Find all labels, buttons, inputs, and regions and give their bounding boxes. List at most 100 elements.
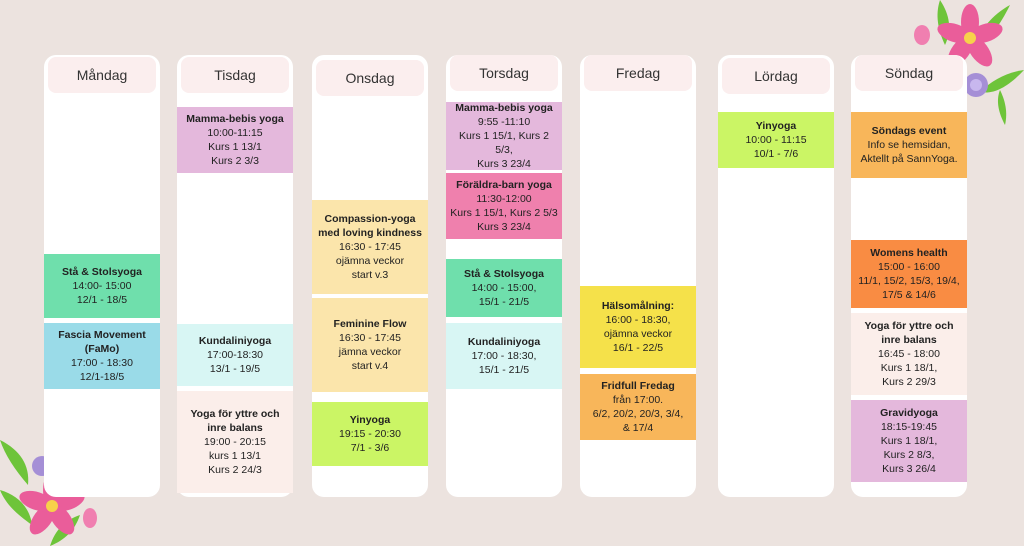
event-detail: Kurs 2 3/3	[211, 155, 259, 167]
event-detail: Kurs 1 18/1,	[880, 435, 938, 447]
event-detail: Kurs 1 18/1,	[880, 362, 938, 374]
event-title: Mamma-bebis yoga	[186, 113, 284, 125]
event-title: Mamma-bebis yoga	[455, 102, 553, 114]
event-detail: Kurs 3 23/4	[477, 221, 531, 233]
event-title: Yinyoga	[755, 120, 797, 132]
day-header: Lördag	[722, 58, 830, 94]
event-title: Kundaliniyoga	[198, 335, 272, 347]
event-detail: 16:45 - 18:00	[878, 348, 940, 360]
event-detail: ojämna veckor	[603, 328, 673, 340]
event-detail: Aktellt på SannYoga.	[860, 153, 958, 165]
class-event[interactable]: Söndags event Info se hemsidan, Aktellt på…	[851, 112, 967, 178]
event-title: (FaMo)	[84, 343, 120, 355]
event-title: Kundaliniyoga	[467, 336, 541, 348]
event-detail: 17:00-18:30	[206, 349, 264, 361]
event-detail: 17:00 - 18:30	[71, 357, 133, 369]
event-title: Stå & Stolsyoga	[62, 266, 142, 278]
event-detail: Kurs 1 15/1, Kurs 2 5/3	[450, 207, 558, 219]
event-detail: 13/1 - 19/5	[209, 363, 261, 375]
event-detail: 19:15 - 20:30	[339, 428, 401, 440]
event-detail: 16:30 - 17:45	[339, 332, 401, 344]
class-event[interactable]: Yoga för yttre och inre balans 16:45 - 18:…	[851, 313, 967, 395]
event-detail: 6/2, 20/2, 20/3, 3/4,	[592, 408, 684, 420]
day-column-2: Onsdag Compassion-yoga med loving kindness…	[312, 55, 428, 497]
event-detail: ojämna veckor	[335, 255, 405, 267]
event-detail: 11/1, 15/2, 15/3, 19/4,	[858, 275, 960, 287]
event-title: Yinyoga	[349, 414, 391, 426]
class-event[interactable]: Kundaliniyoga 17:00-18:30 13/1 - 19/5	[177, 324, 293, 386]
event-detail: Kurs 3 23/4	[477, 158, 531, 170]
class-event[interactable]: Yinyoga 19:15 - 20:30 7/1 - 3/6	[312, 402, 428, 466]
event-title: med loving kindness	[318, 227, 422, 239]
event-detail: 16/1 - 22/5	[612, 342, 664, 354]
event-detail: start v.4	[351, 360, 389, 372]
class-event[interactable]: Mamma-bebis yoga 9:55 -11:10 Kurs 1 15/1, …	[446, 102, 562, 170]
day-header: Måndag	[48, 57, 156, 93]
event-detail: 17:00 - 18:30,	[471, 350, 537, 362]
class-event[interactable]: Hälsomålning: 16:00 - 18:30, ojämna veckor…	[580, 286, 696, 368]
event-detail: från 17:00.	[612, 394, 664, 406]
class-event[interactable]: Yinyoga 10:00 - 11:15 10/1 - 7/6	[718, 112, 834, 168]
event-detail: 14:00 - 15:00,	[471, 282, 537, 294]
event-detail: 10/1 - 7/6	[753, 148, 799, 160]
day-header: Onsdag	[316, 60, 424, 96]
event-title: Compassion-yoga	[324, 213, 416, 225]
event-title: Gravidyoga	[880, 407, 938, 419]
event-detail: & 17/4	[622, 422, 654, 434]
event-title: Stå & Stolsyoga	[464, 268, 544, 280]
event-detail: kurs 1 13/1	[209, 450, 261, 462]
flower-decoration-top-right	[914, 0, 1024, 125]
event-detail: Kurs 1 13/1	[208, 141, 262, 153]
day-column-5: Lördag Yinyoga 10:00 - 11:15 10/1 - 7/6	[718, 55, 834, 497]
day-header: Fredag	[584, 55, 692, 91]
day-column-0: Måndag Stå & Stolsyoga 14:00- 15:00 12/1 - …	[44, 55, 160, 497]
day-header: Torsdag	[450, 55, 558, 91]
class-event[interactable]: Yoga för yttre och inre balans 19:00 - 20:…	[177, 391, 293, 493]
class-event[interactable]: Fridfull Fredag från 17:00. 6/2, 20/2, 20/…	[580, 374, 696, 440]
event-detail: 9:55 -11:10	[477, 116, 531, 128]
class-event[interactable]: Stå & Stolsyoga 14:00- 15:00 12/1 - 18/5	[44, 254, 160, 318]
class-event[interactable]: Föräldra-barn yoga 11:30-12:00 Kurs 1 15/1…	[446, 173, 562, 239]
class-event[interactable]: Mamma-bebis yoga 10:00-11:15 Kurs 1 13/1 Ku…	[177, 107, 293, 173]
event-detail: 15:00 - 16:00	[878, 261, 940, 273]
event-detail: 10:00 - 11:15	[745, 134, 807, 146]
event-detail: 12/1-18/5	[79, 371, 125, 383]
event-title: Fridfull Fredag	[601, 380, 675, 392]
event-detail: Kurs 3 26/4	[882, 463, 936, 475]
event-title: Feminine Flow	[333, 318, 407, 330]
class-event[interactable]: Stå & Stolsyoga 14:00 - 15:00, 15/1 - 21/5	[446, 259, 562, 317]
event-title: Hälsomålning:	[601, 300, 675, 312]
class-event[interactable]: Fascia Movement (FaMo) 17:00 - 18:30 12/1-1…	[44, 323, 160, 389]
event-title: Föräldra-barn yoga	[456, 179, 552, 191]
class-event[interactable]: Womens health 15:00 - 16:00 11/1, 15/2, 15…	[851, 240, 967, 308]
class-event[interactable]: Compassion-yoga med loving kindness 16:30 …	[312, 200, 428, 294]
event-detail: 12/1 - 18/5	[76, 294, 128, 306]
event-detail: Info se hemsidan,	[867, 139, 951, 151]
event-detail: 16:30 - 17:45	[339, 241, 401, 253]
event-title: Söndags event	[871, 125, 947, 137]
event-title: Yoga för yttre och	[864, 320, 954, 332]
event-detail: 16:00 - 18:30,	[605, 314, 671, 326]
event-detail: 15/1 - 21/5	[478, 296, 530, 308]
event-detail: 17/5 & 14/6	[882, 289, 936, 301]
event-title: Womens health	[870, 247, 948, 259]
event-title: inre balans	[207, 422, 263, 434]
class-event[interactable]: Feminine Flow 16:30 - 17:45 jämna veckor st…	[312, 298, 428, 392]
event-detail: 18:15-19:45	[880, 421, 938, 433]
day-header: Söndag	[855, 55, 963, 91]
day-column-4: Fredag Hälsomålning: 16:00 - 18:30, ojämna …	[580, 55, 696, 497]
event-detail: Kurs 2 24/3	[208, 464, 262, 476]
day-column-3: Torsdag Mamma-bebis yoga 9:55 -11:10 Kurs 1…	[446, 55, 562, 497]
class-event[interactable]: Kundaliniyoga 17:00 - 18:30, 15/1 - 21/5	[446, 323, 562, 389]
day-column-1: Tisdag Mamma-bebis yoga 10:00-11:15 Kurs 1 …	[177, 55, 293, 497]
day-column-6: Söndag Söndags event Info se hemsidan, Akte…	[851, 55, 967, 497]
event-title: inre balans	[881, 334, 937, 346]
event-detail: 15/1 - 21/5	[478, 364, 530, 376]
event-detail: start v.3	[351, 269, 389, 281]
event-detail: Kurs 2 8/3,	[883, 449, 935, 461]
event-title: Fascia Movement	[58, 329, 146, 341]
event-detail: 11:30-12:00	[476, 193, 532, 205]
event-detail: Kurs 1 15/1, Kurs 2 5/3,	[459, 130, 549, 156]
day-header: Tisdag	[181, 57, 289, 93]
class-event[interactable]: Gravidyoga 18:15-19:45 Kurs 1 18/1, Kurs 2 …	[851, 400, 967, 482]
